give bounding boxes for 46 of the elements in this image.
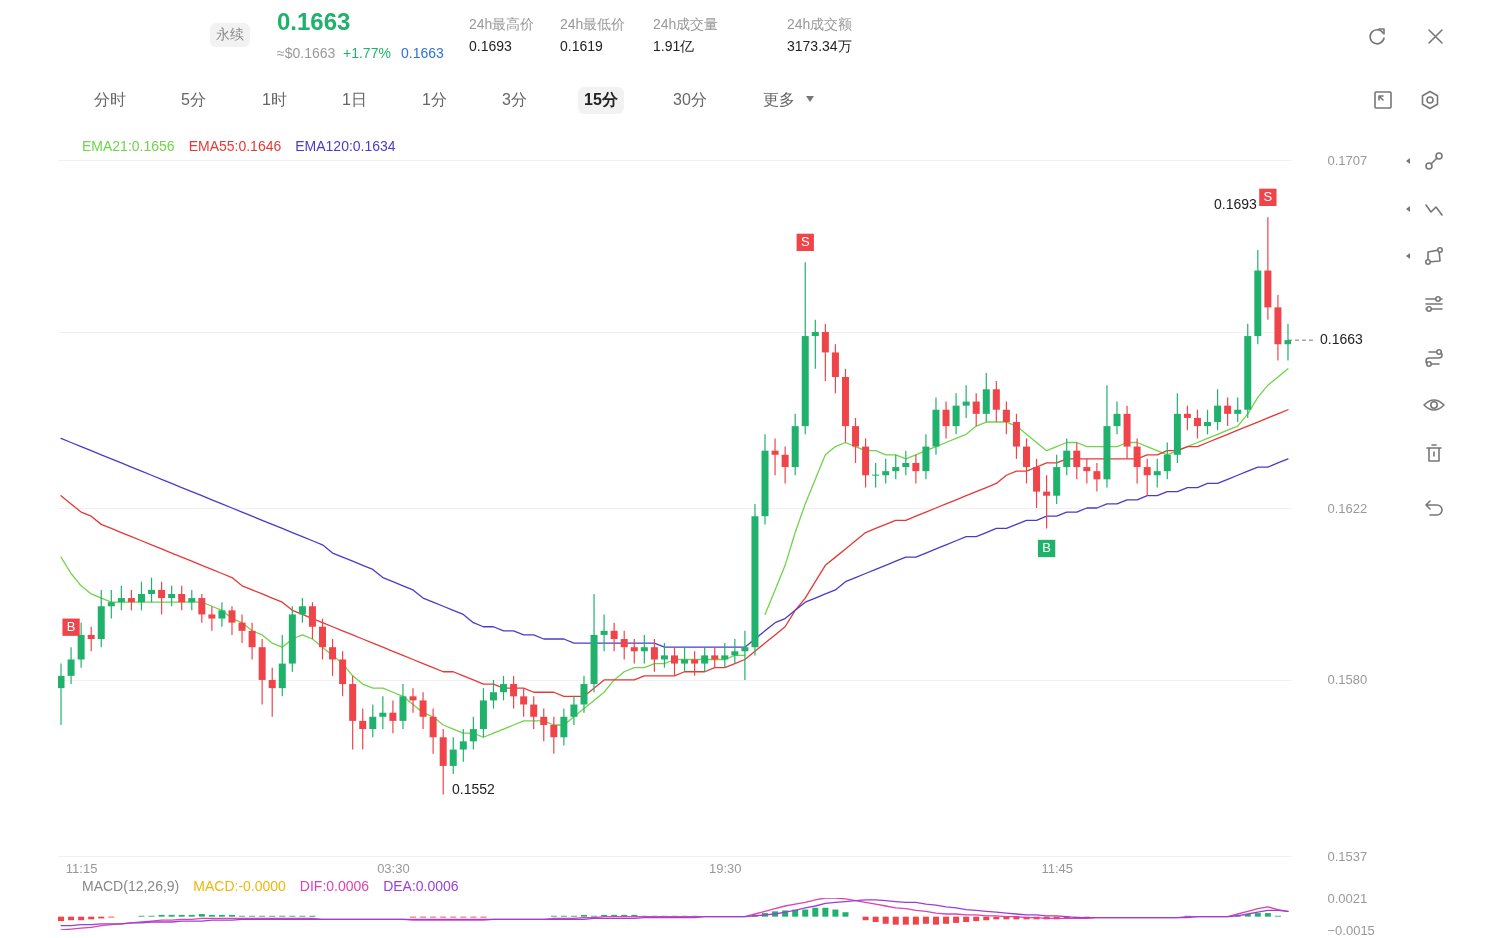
text: 24h最高价 xyxy=(469,16,535,34)
y-tick-label: 0.1622 xyxy=(1327,500,1368,516)
text: 0.1693 xyxy=(469,38,512,54)
text: 24h最低价 xyxy=(560,16,626,34)
text: 分时 xyxy=(94,90,126,110)
text: 15分 xyxy=(578,87,624,114)
x-tick-label: 11:15 xyxy=(65,860,98,876)
x-tick-label: 11:45 xyxy=(1041,860,1073,876)
text: 3173.34万 xyxy=(787,38,852,56)
ref-line-label: 0.1663 xyxy=(1319,331,1364,348)
text: 30分 xyxy=(673,90,707,110)
annotation: S xyxy=(1263,189,1273,205)
text: +1.77% xyxy=(343,45,391,61)
text: 1.91亿 xyxy=(653,38,695,56)
text: 0.1663 xyxy=(401,45,444,61)
text: 3分 xyxy=(502,90,527,110)
text: EMA21:0.1656 xyxy=(82,138,175,154)
annotation: S xyxy=(800,234,810,250)
chart-title: MACD(12,26,9) xyxy=(82,878,180,894)
annotation: 0.1693 xyxy=(1214,196,1257,212)
y-tick-label: 0.1537 xyxy=(1327,848,1368,864)
annotation: B xyxy=(66,619,76,635)
y-tick-label: 0.1580 xyxy=(1327,672,1368,688)
text: 永续 xyxy=(210,23,250,47)
x-tick-label: 19:30 xyxy=(709,860,742,876)
text: 0.1619 xyxy=(560,38,603,54)
series-label: DEA:0.0006 xyxy=(383,878,459,894)
y-tick-label: −0.0015 xyxy=(1327,922,1375,938)
text: 1分 xyxy=(422,90,447,110)
text: 1时 xyxy=(262,90,287,110)
text: 5分 xyxy=(181,90,206,110)
y-tick-label: 0.1707 xyxy=(1327,152,1368,168)
text: ≈$0.1663 xyxy=(277,45,336,61)
text: 0.1663 xyxy=(277,8,351,36)
text: 24h成交额 xyxy=(787,16,853,34)
x-tick-label: 03:30 xyxy=(377,860,410,876)
text: 24h成交量 xyxy=(653,16,719,34)
text: 1日 xyxy=(342,90,367,110)
annotation: B xyxy=(1042,540,1051,556)
y-tick-label: 0.0021 xyxy=(1327,890,1368,906)
series-label: MACD:-0.0000 xyxy=(193,878,286,894)
text: 更多 xyxy=(763,90,795,110)
text: EMA120:0.1634 xyxy=(295,138,396,154)
series-label: DIF:0.0006 xyxy=(299,878,370,894)
text: EMA55:0.1646 xyxy=(188,138,282,154)
annotation: 0.1552 xyxy=(452,781,495,797)
